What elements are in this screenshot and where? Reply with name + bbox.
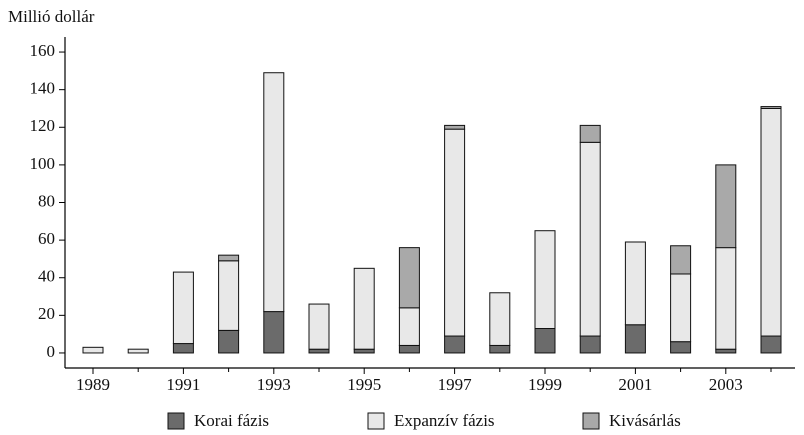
x-tick-label: 1991 — [166, 375, 200, 394]
bar-segment — [353, 267, 375, 350]
bar-segment — [579, 141, 601, 337]
y-tick-label: 20 — [38, 304, 55, 323]
bar-segment — [398, 247, 420, 309]
bar-segment — [444, 124, 466, 130]
bar-segment — [534, 328, 556, 354]
bar-segment — [82, 346, 104, 354]
x-tick-label: 1989 — [76, 375, 110, 394]
x-tick-label: 1997 — [438, 375, 473, 394]
bar-segment — [715, 164, 737, 249]
legend-swatch — [582, 412, 600, 430]
bar-segment — [624, 324, 646, 354]
x-tick-label: 1993 — [257, 375, 291, 394]
y-tick-label: 160 — [30, 41, 56, 60]
bar-segment — [308, 348, 330, 354]
bar-segment — [263, 72, 285, 313]
legend-label: Expanzív fázis — [394, 411, 495, 430]
bar-segment — [127, 348, 149, 354]
bar-segment — [624, 241, 646, 326]
bar-segment — [444, 335, 466, 354]
bar-segment — [308, 303, 330, 350]
bar-segment — [172, 343, 194, 354]
x-tick-label: 2001 — [618, 375, 652, 394]
bar-segment — [218, 254, 240, 262]
bar-segment — [670, 245, 692, 275]
y-tick-label: 80 — [38, 191, 55, 210]
bar-segment — [579, 335, 601, 354]
bar-segment — [353, 348, 375, 354]
y-tick-label: 120 — [30, 116, 56, 135]
legend-label: Kivásárlás — [609, 411, 681, 430]
y-tick-label: 60 — [38, 229, 55, 248]
bar-segment — [715, 348, 737, 354]
y-tick-label: 40 — [38, 267, 55, 286]
legend-label: Korai fázis — [194, 411, 269, 430]
bar-segment — [715, 247, 737, 350]
bar-segment — [489, 344, 511, 354]
x-tick-label: 1999 — [528, 375, 562, 394]
y-tick-label: 100 — [30, 154, 56, 173]
legend-swatch — [167, 412, 185, 430]
bar-segment — [218, 329, 240, 354]
y-tick-label: 0 — [47, 342, 56, 361]
bar-segment — [489, 292, 511, 346]
bar-segment — [172, 271, 194, 345]
bar-segment — [534, 230, 556, 330]
bar-segment — [579, 124, 601, 143]
bar-segment — [760, 107, 782, 337]
bar-segment — [398, 344, 420, 354]
bar-segment — [760, 106, 782, 109]
legend-swatch — [367, 412, 385, 430]
bar-segment — [670, 341, 692, 354]
bar-segment — [444, 128, 466, 337]
bar-segment — [263, 311, 285, 354]
bar-segment — [218, 260, 240, 331]
y-axis-label: Millió dollár — [8, 7, 95, 26]
x-tick-label: 1995 — [347, 375, 381, 394]
y-tick-label: 140 — [30, 79, 56, 98]
bar-segment — [760, 335, 782, 354]
x-tick-label: 2003 — [709, 375, 743, 394]
bar-segment — [398, 307, 420, 346]
bar-segment — [670, 273, 692, 343]
